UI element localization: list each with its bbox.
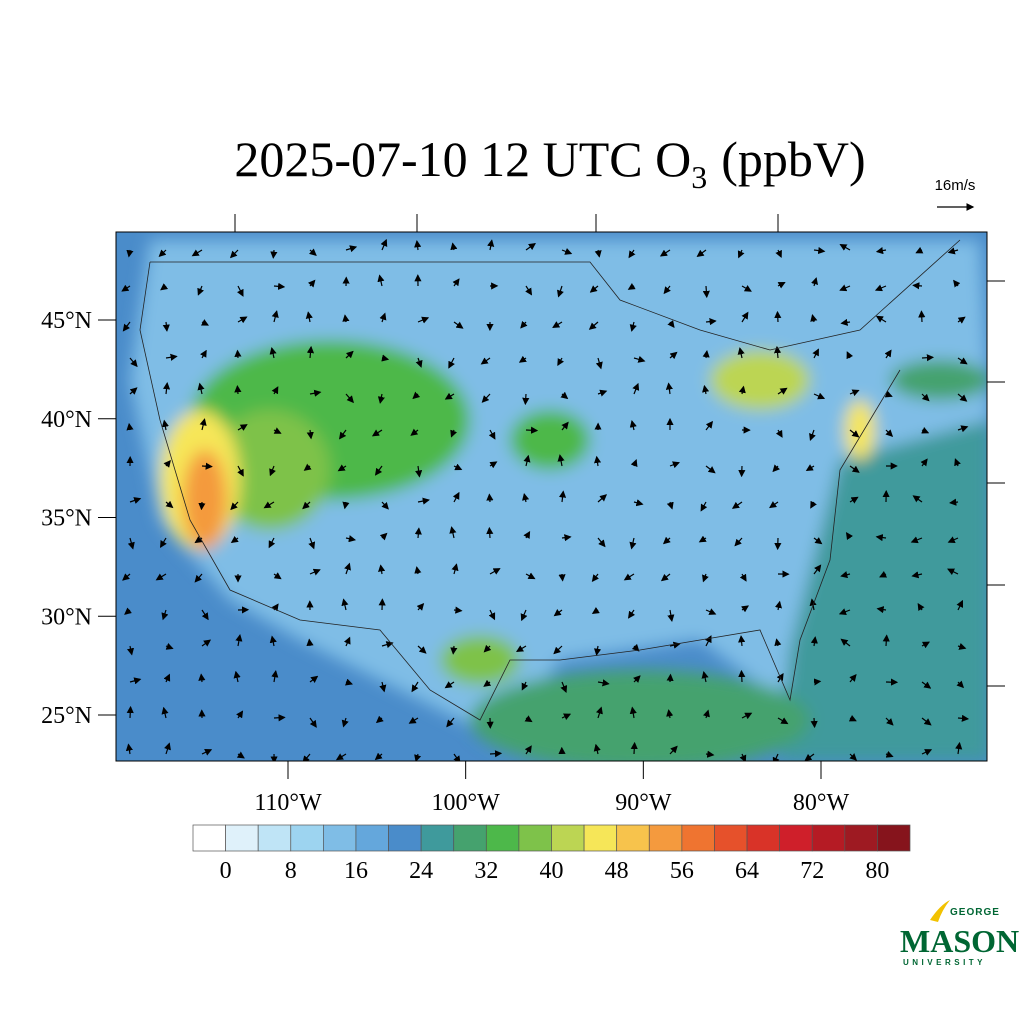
wind-arrow [274, 717, 285, 718]
colorbar-box [258, 825, 291, 851]
title-unit: (ppbV) [721, 131, 865, 187]
colorbar-box [584, 825, 617, 851]
colorbar-box [747, 825, 780, 851]
wind-arrow [921, 311, 922, 322]
logo-name: MASON [900, 923, 1019, 959]
colorbar-label: 48 [605, 858, 629, 884]
wind-arrow [526, 430, 537, 431]
lon-label: 100°W [432, 790, 501, 816]
colorbar-box [812, 825, 845, 851]
wind-arrow [490, 753, 501, 754]
colorbar-box [389, 825, 422, 851]
colorbar-box [617, 825, 650, 851]
wind-arrow [453, 646, 454, 654]
colorbar-label: 32 [474, 858, 498, 884]
title: 2025-07-10 12 UTC O3 (ppbV) [234, 131, 865, 195]
title-main: 2025-07-10 12 UTC O [234, 131, 691, 187]
colorbar-box [845, 825, 878, 851]
lat-label: 35°N [41, 506, 92, 532]
colorbar-label: 56 [670, 858, 694, 884]
colorbar-box [714, 825, 747, 851]
wind-arrow [525, 394, 526, 404]
wind-arrow [886, 636, 887, 646]
colorbar-label: 72 [800, 858, 824, 884]
colorbar-box [682, 825, 715, 851]
logo-top: GEORGE [950, 907, 1000, 918]
wind-arrow [913, 285, 922, 286]
wind-arrow [309, 640, 310, 646]
wind-arrow [814, 718, 815, 727]
wind-arrow [489, 495, 490, 502]
colorbar-box [486, 825, 519, 851]
colorbar-box [323, 825, 356, 851]
colorbar: 0 8 16 24 32 40 48 56 64 72 80 [193, 825, 910, 884]
colorbar-box [291, 825, 324, 851]
lat-label: 25°N [41, 703, 92, 729]
colorbar-box [226, 825, 259, 851]
colorbar-box [454, 825, 487, 851]
logo: GEORGE MASON UNIVERSITY [900, 900, 1019, 967]
colorbar-label: 0 [220, 858, 232, 884]
lon-label: 90°W [615, 790, 672, 816]
wind-arrow [489, 528, 490, 538]
lat-label: 45°N [41, 308, 92, 334]
wind-arrow [741, 671, 742, 682]
wind-arrow [670, 675, 671, 682]
lat-label: 40°N [41, 407, 92, 433]
colorbar-label: 8 [285, 858, 297, 884]
lon-label: 110°W [254, 790, 322, 816]
wind-arrow [201, 675, 202, 682]
colorbar-label: 40 [540, 858, 564, 884]
colorbar-box [552, 825, 585, 851]
colorbar-box [519, 825, 552, 851]
colorbar-label: 16 [344, 858, 368, 884]
wind-arrow [202, 466, 212, 467]
wind-arrow [562, 574, 563, 580]
colorbar-label: 24 [409, 858, 433, 884]
wind-arrow [454, 610, 461, 611]
map-field [116, 232, 990, 770]
wind-arrow [706, 286, 707, 297]
wind-arrow [237, 386, 238, 394]
wind-arrow [814, 681, 820, 682]
colorbar-box [649, 825, 682, 851]
colorbar-box [356, 825, 389, 851]
lat-label: 30°N [41, 604, 92, 630]
logo-bottom: UNIVERSITY [903, 958, 986, 967]
colorbar-box [877, 825, 910, 851]
wind-arrow [777, 312, 778, 322]
reference-vector-label: 16m/s [935, 177, 976, 194]
colorbar-box [421, 825, 454, 851]
lon-label: 80°W [793, 790, 850, 816]
title-subscript: 3 [691, 159, 707, 195]
colorbar-label: 64 [735, 858, 759, 884]
wind-arrow [273, 250, 274, 258]
wind-arrow [130, 707, 131, 718]
wind-arrow [201, 502, 202, 509]
colorbar-box [780, 825, 813, 851]
colorbar-box [193, 825, 226, 851]
colorbar-label: 80 [865, 858, 889, 884]
wind-arrow [922, 357, 933, 358]
wind-arrow [634, 743, 635, 754]
